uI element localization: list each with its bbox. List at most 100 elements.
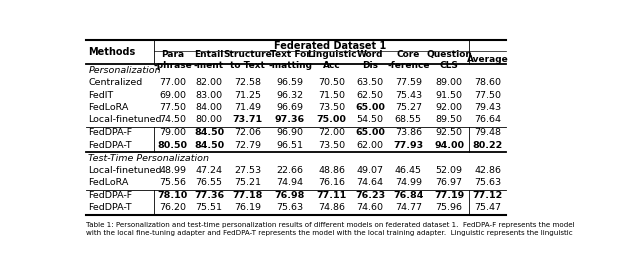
Text: 65.00: 65.00 — [355, 103, 385, 112]
Text: 94.00: 94.00 — [434, 141, 464, 150]
Text: 65.00: 65.00 — [355, 128, 385, 137]
Text: 75.96: 75.96 — [436, 204, 463, 213]
Text: 72.58: 72.58 — [234, 78, 261, 87]
Text: 96.32: 96.32 — [276, 91, 303, 100]
Text: 75.51: 75.51 — [195, 204, 223, 213]
Text: 69.00: 69.00 — [159, 91, 186, 100]
Text: 74.99: 74.99 — [395, 178, 422, 187]
Text: 77.18: 77.18 — [233, 191, 263, 200]
Text: 73.86: 73.86 — [395, 128, 422, 137]
Text: 72.79: 72.79 — [234, 141, 261, 150]
Text: Federated Dataset 1: Federated Dataset 1 — [274, 41, 387, 51]
Text: 75.27: 75.27 — [395, 103, 422, 112]
Text: 62.00: 62.00 — [356, 141, 383, 150]
Text: 76.98: 76.98 — [275, 191, 305, 200]
Text: FedLoRA: FedLoRA — [88, 103, 129, 112]
Text: 80.50: 80.50 — [157, 141, 188, 150]
Text: Average: Average — [467, 55, 509, 64]
Text: 74.60: 74.60 — [356, 204, 383, 213]
Text: FedDPA-F: FedDPA-F — [88, 128, 132, 137]
Text: 73.50: 73.50 — [318, 141, 346, 150]
Text: 96.69: 96.69 — [276, 103, 303, 112]
Text: Core
-ference: Core -ference — [387, 50, 429, 70]
Text: 79.43: 79.43 — [474, 103, 501, 112]
Text: FedDPA-T: FedDPA-T — [88, 204, 132, 213]
Text: 92.00: 92.00 — [436, 103, 463, 112]
Text: 46.45: 46.45 — [395, 166, 422, 175]
Text: 79.48: 79.48 — [474, 128, 501, 137]
Text: Question
CLS: Question CLS — [426, 50, 472, 70]
Text: 77.59: 77.59 — [395, 78, 422, 87]
Text: 75.43: 75.43 — [395, 91, 422, 100]
Text: 92.50: 92.50 — [436, 128, 463, 137]
Text: 76.97: 76.97 — [436, 178, 463, 187]
Text: 74.64: 74.64 — [356, 178, 383, 187]
Text: 62.50: 62.50 — [356, 91, 383, 100]
Text: 42.86: 42.86 — [474, 166, 501, 175]
Text: 75.63: 75.63 — [276, 204, 303, 213]
Text: Local-finetuned: Local-finetuned — [88, 166, 162, 175]
Text: 74.94: 74.94 — [276, 178, 303, 187]
Text: FedIT: FedIT — [88, 91, 114, 100]
Text: 71.25: 71.25 — [234, 91, 261, 100]
Text: 48.99: 48.99 — [159, 166, 186, 175]
Text: 68.55: 68.55 — [395, 115, 422, 124]
Text: 75.47: 75.47 — [474, 204, 501, 213]
Text: 96.51: 96.51 — [276, 141, 303, 150]
Text: 80.22: 80.22 — [472, 141, 503, 150]
Text: 73.50: 73.50 — [318, 103, 346, 112]
Text: Test-Time Personalization: Test-Time Personalization — [88, 154, 209, 163]
Text: 89.50: 89.50 — [436, 115, 463, 124]
Text: 82.00: 82.00 — [195, 78, 223, 87]
Text: 89.00: 89.00 — [436, 78, 463, 87]
Text: 91.50: 91.50 — [436, 91, 463, 100]
Text: 96.59: 96.59 — [276, 78, 303, 87]
Text: 47.24: 47.24 — [195, 166, 223, 175]
Text: 22.66: 22.66 — [276, 166, 303, 175]
Text: 78.60: 78.60 — [474, 78, 501, 87]
Text: 77.93: 77.93 — [394, 141, 424, 150]
Text: FedDPA-T: FedDPA-T — [88, 141, 132, 150]
Text: FedLoRA: FedLoRA — [88, 178, 129, 187]
Text: 76.19: 76.19 — [234, 204, 261, 213]
Text: Personalization: Personalization — [88, 66, 161, 75]
Text: 74.86: 74.86 — [318, 204, 345, 213]
Text: 72.00: 72.00 — [318, 128, 345, 137]
Text: Structure
to Text: Structure to Text — [223, 50, 272, 70]
Text: FedDPA-F: FedDPA-F — [88, 191, 132, 200]
Text: 76.55: 76.55 — [195, 178, 223, 187]
Text: 76.64: 76.64 — [474, 115, 501, 124]
Text: 79.00: 79.00 — [159, 128, 186, 137]
Text: Local-finetuned: Local-finetuned — [88, 115, 162, 124]
Text: 77.50: 77.50 — [159, 103, 186, 112]
Text: 77.00: 77.00 — [159, 78, 186, 87]
Text: 75.21: 75.21 — [234, 178, 261, 187]
Text: 77.36: 77.36 — [194, 191, 224, 200]
Text: 63.50: 63.50 — [356, 78, 384, 87]
Text: 71.49: 71.49 — [234, 103, 261, 112]
Text: 71.50: 71.50 — [318, 91, 345, 100]
Text: 73.71: 73.71 — [233, 115, 263, 124]
Text: 77.12: 77.12 — [472, 191, 503, 200]
Text: 54.50: 54.50 — [356, 115, 383, 124]
Text: Entail
-ment: Entail -ment — [194, 50, 224, 70]
Text: 27.53: 27.53 — [234, 166, 262, 175]
Text: 74.77: 74.77 — [395, 204, 422, 213]
Text: 76.16: 76.16 — [318, 178, 345, 187]
Text: Methods: Methods — [88, 47, 136, 57]
Text: Linguistic
Acc: Linguistic Acc — [307, 50, 356, 70]
Text: Centralized: Centralized — [88, 78, 143, 87]
Text: 76.20: 76.20 — [159, 204, 186, 213]
Text: 70.50: 70.50 — [318, 78, 345, 87]
Text: Para
-phrase: Para -phrase — [154, 50, 192, 70]
Text: 52.09: 52.09 — [436, 166, 463, 175]
Text: 84.00: 84.00 — [195, 103, 223, 112]
Text: 76.84: 76.84 — [393, 191, 424, 200]
Text: 84.50: 84.50 — [194, 141, 224, 150]
Text: 96.90: 96.90 — [276, 128, 303, 137]
Text: 80.00: 80.00 — [195, 115, 223, 124]
Text: 77.50: 77.50 — [474, 91, 501, 100]
Text: 83.00: 83.00 — [195, 91, 223, 100]
Text: 84.50: 84.50 — [194, 128, 224, 137]
Text: 48.86: 48.86 — [318, 166, 345, 175]
